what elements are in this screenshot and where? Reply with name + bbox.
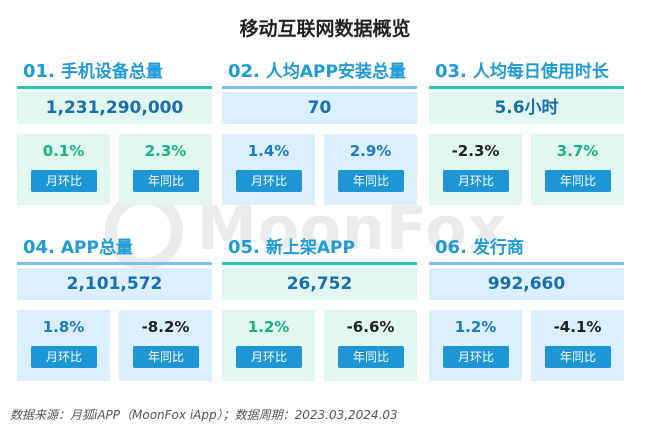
data-source-footer: 数据来源：月狐iAPP（MoonFox iApp）；数据周期：2023.03,2… bbox=[10, 408, 398, 422]
yoy-stat: -4.1% 年同比 bbox=[531, 310, 624, 381]
card-header: 05. 新上架APP bbox=[222, 236, 417, 265]
watermark-text: MoonFox bbox=[197, 194, 508, 264]
card-number: 05. bbox=[228, 237, 260, 258]
mom-stat: 1.2% 月环比 bbox=[222, 310, 315, 381]
headline-value: 992,660 bbox=[429, 268, 624, 300]
mom-stat: 1.2% 月环比 bbox=[429, 310, 522, 381]
yoy-button[interactable]: 年同比 bbox=[338, 346, 404, 368]
headline-value: 2,101,572 bbox=[17, 268, 212, 300]
page-title: 移动互联网数据概览 bbox=[239, 18, 411, 40]
card-label: 人均每日使用时长 bbox=[472, 62, 609, 82]
yoy-stat: 3.7% 年同比 bbox=[531, 134, 624, 205]
mom-stat: 1.4% 月环比 bbox=[222, 134, 315, 205]
card-header: 02. 人均APP安装总量 bbox=[222, 60, 417, 89]
headline-value: 26,752 bbox=[222, 268, 417, 300]
card-label: 人均APP安装总量 bbox=[265, 62, 406, 82]
mom-button[interactable]: 月环比 bbox=[443, 346, 509, 368]
yoy-stat: -6.6% 年同比 bbox=[324, 310, 417, 381]
mom-value: 1.2% bbox=[247, 318, 290, 336]
card-number: 06. bbox=[435, 237, 467, 258]
card-label: APP总量 bbox=[60, 238, 133, 258]
mom-button[interactable]: 月环比 bbox=[236, 346, 302, 368]
yoy-button[interactable]: 年同比 bbox=[338, 170, 404, 192]
headline-value: 1,231,290,000 bbox=[17, 92, 212, 124]
card-number: 04. bbox=[23, 237, 55, 258]
yoy-value: 2.3% bbox=[144, 142, 187, 160]
mom-value: 1.2% bbox=[454, 318, 497, 336]
card-number: 02. bbox=[228, 61, 260, 82]
card-header: 06. 发行商 bbox=[429, 236, 624, 265]
yoy-value: -8.2% bbox=[141, 318, 190, 336]
card-label: 发行商 bbox=[472, 238, 524, 258]
yoy-button[interactable]: 年同比 bbox=[545, 170, 611, 192]
card-label: 新上架APP bbox=[265, 238, 355, 258]
card-number: 03. bbox=[435, 61, 467, 82]
mom-value: 1.4% bbox=[247, 142, 290, 160]
card-header: 03. 人均每日使用时长 bbox=[429, 60, 624, 89]
card-label: 手机设备总量 bbox=[60, 62, 163, 82]
mom-button[interactable]: 月环比 bbox=[236, 170, 302, 192]
yoy-value: -6.6% bbox=[346, 318, 395, 336]
yoy-button[interactable]: 年同比 bbox=[545, 346, 611, 368]
mom-stat: 1.8% 月环比 bbox=[17, 310, 110, 381]
card-number: 01. bbox=[23, 61, 55, 82]
mom-value: 1.8% bbox=[42, 318, 85, 336]
mom-value: -2.3% bbox=[451, 142, 500, 160]
yoy-stat: -8.2% 年同比 bbox=[119, 310, 212, 381]
card-header: 01. 手机设备总量 bbox=[17, 60, 212, 89]
yoy-stat: 2.9% 年同比 bbox=[324, 134, 417, 205]
moonfox-watermark: MoonFox bbox=[105, 188, 535, 278]
yoy-button[interactable]: 年同比 bbox=[133, 346, 199, 368]
headline-value: 70 bbox=[222, 92, 417, 124]
headline-value: 5.6小时 bbox=[429, 92, 624, 124]
yoy-value: 3.7% bbox=[556, 142, 599, 160]
yoy-value: -4.1% bbox=[553, 318, 602, 336]
mom-button[interactable]: 月环比 bbox=[443, 170, 509, 192]
mom-button[interactable]: 月环比 bbox=[31, 170, 97, 192]
mom-button[interactable]: 月环比 bbox=[31, 346, 97, 368]
yoy-value: 2.9% bbox=[349, 142, 392, 160]
mom-stat: 0.1% 月环比 bbox=[17, 134, 110, 205]
yoy-button[interactable]: 年同比 bbox=[133, 170, 199, 192]
mom-stat: -2.3% 月环比 bbox=[429, 134, 522, 205]
yoy-stat: 2.3% 年同比 bbox=[119, 134, 212, 205]
card-header: 04. APP总量 bbox=[17, 236, 212, 265]
mom-value: 0.1% bbox=[42, 142, 85, 160]
